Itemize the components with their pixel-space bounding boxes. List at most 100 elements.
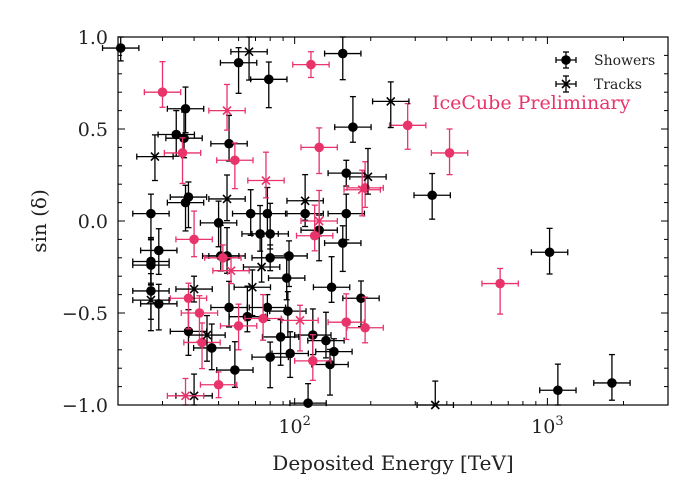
circle-marker bbox=[153, 245, 164, 256]
y-tick-label: 0.5 bbox=[78, 119, 108, 141]
circle-marker bbox=[233, 57, 244, 68]
shower-point bbox=[249, 61, 288, 109]
shower-point bbox=[530, 227, 569, 275]
shower-point bbox=[169, 282, 208, 330]
shower-point bbox=[289, 383, 327, 408]
track-point bbox=[188, 314, 226, 362]
circle-marker bbox=[284, 251, 294, 261]
circle-marker bbox=[183, 293, 194, 304]
shower-point bbox=[166, 86, 205, 134]
shower-point bbox=[210, 280, 248, 328]
shower-point bbox=[430, 128, 469, 176]
shower-point bbox=[481, 267, 519, 315]
circle-marker bbox=[309, 230, 320, 241]
shower-point bbox=[208, 226, 246, 274]
circle-marker bbox=[306, 59, 316, 70]
circle-marker bbox=[303, 398, 313, 408]
circle-marker bbox=[146, 208, 156, 219]
shower-point bbox=[292, 51, 330, 79]
shower-point bbox=[139, 283, 178, 331]
shower-point bbox=[307, 311, 345, 359]
shower-point bbox=[323, 36, 362, 81]
circle-marker bbox=[285, 348, 295, 359]
circle-marker bbox=[341, 168, 352, 178]
shower-point bbox=[342, 280, 380, 328]
y-tick-label: 0.0 bbox=[78, 211, 108, 233]
circle-marker bbox=[360, 322, 370, 333]
x-marker-stroke bbox=[257, 262, 267, 272]
shower-point bbox=[139, 228, 178, 276]
circle-marker bbox=[283, 306, 293, 316]
circle-marker bbox=[233, 321, 244, 331]
circle-marker bbox=[348, 122, 358, 132]
shower-point bbox=[219, 303, 258, 351]
track-point bbox=[136, 134, 174, 182]
circle-marker bbox=[337, 48, 348, 59]
circle-marker bbox=[402, 120, 413, 131]
x-marker-stroke bbox=[150, 152, 160, 162]
shower-point bbox=[143, 61, 182, 108]
circle-marker bbox=[230, 155, 240, 166]
track-point bbox=[247, 151, 285, 199]
x-tick-label-exponent: 3 bbox=[555, 414, 563, 429]
x-marker-stroke bbox=[146, 295, 156, 305]
x-marker-stroke bbox=[244, 47, 254, 57]
track-point bbox=[166, 377, 205, 406]
circle-marker bbox=[444, 148, 455, 158]
circle-marker bbox=[607, 378, 617, 388]
shower-point bbox=[244, 293, 282, 341]
x-marker-stroke bbox=[357, 185, 367, 195]
track-point bbox=[300, 189, 338, 237]
x-marker-stroke bbox=[295, 315, 305, 325]
circle-marker bbox=[495, 278, 505, 289]
y-axis-ticks: −1.0 −0.5 0.0 0.5 1.0 bbox=[62, 27, 668, 417]
circle-marker bbox=[263, 74, 274, 85]
x-marker-stroke bbox=[222, 194, 232, 204]
shower-point bbox=[413, 172, 451, 220]
shower-point bbox=[180, 295, 219, 342]
shower-point bbox=[199, 371, 238, 399]
shower-point bbox=[216, 341, 254, 388]
shower-point bbox=[175, 210, 213, 258]
circle-marker bbox=[194, 308, 205, 318]
legend-x-marker bbox=[561, 79, 571, 89]
circle-marker bbox=[281, 273, 292, 283]
circle-marker bbox=[341, 208, 352, 219]
circle-marker bbox=[275, 332, 286, 342]
circle-marker bbox=[265, 252, 275, 263]
circle-marker bbox=[213, 218, 224, 228]
legend-item-tracks: Tracks bbox=[555, 75, 642, 93]
circle-marker bbox=[177, 148, 188, 158]
track-point bbox=[175, 373, 213, 406]
circle-marker bbox=[146, 260, 156, 270]
shower-point bbox=[192, 323, 231, 371]
shower-point bbox=[183, 322, 221, 370]
circle-marker bbox=[314, 142, 324, 153]
track-point bbox=[286, 173, 324, 221]
plot-marks bbox=[101, 36, 631, 410]
shower-point bbox=[271, 331, 309, 379]
circle-marker bbox=[230, 365, 240, 375]
legend-item-showers: Showers bbox=[555, 51, 655, 69]
circle-marker bbox=[218, 252, 228, 263]
shower-point bbox=[346, 161, 384, 209]
track-point bbox=[233, 269, 272, 317]
circle-marker bbox=[553, 385, 563, 396]
track-point bbox=[230, 36, 268, 81]
circle-marker bbox=[180, 197, 191, 208]
track-point bbox=[212, 257, 250, 285]
shower-point bbox=[157, 109, 196, 157]
shower-point bbox=[300, 127, 338, 175]
shower-point bbox=[201, 224, 240, 272]
x-marker-stroke bbox=[300, 196, 310, 206]
circle-marker bbox=[265, 229, 275, 239]
annotation-text: IceCube Preliminary bbox=[432, 92, 631, 114]
circle-marker bbox=[258, 313, 268, 324]
circle-marker bbox=[206, 343, 217, 353]
x-marker-stroke bbox=[180, 391, 191, 401]
circle-marker bbox=[171, 129, 182, 140]
track-point bbox=[371, 81, 410, 129]
track-point bbox=[132, 284, 170, 332]
shower-point bbox=[295, 204, 334, 252]
legend-label: Showers bbox=[594, 53, 655, 69]
